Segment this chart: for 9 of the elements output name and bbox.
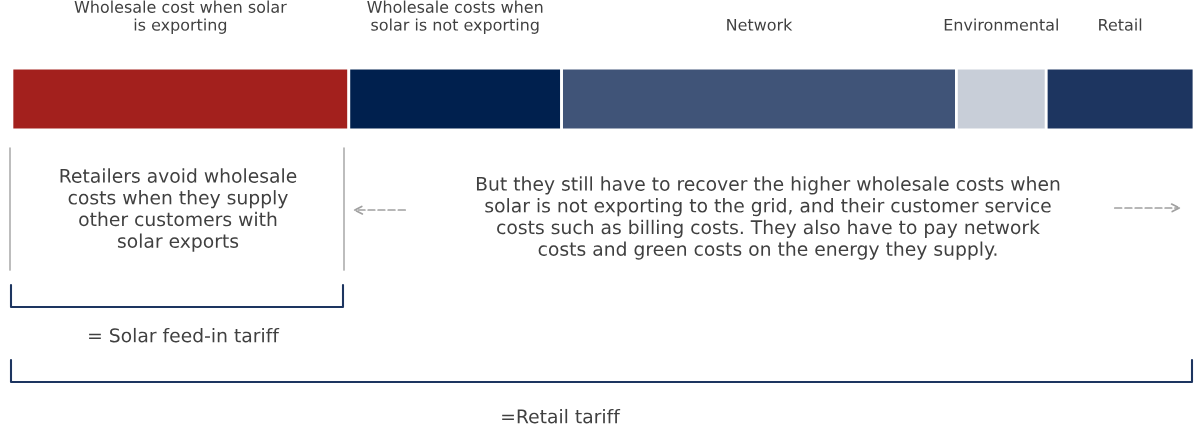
text: =Retail tariff — [502, 408, 621, 424]
text: = Solar feed-in tariff — [89, 327, 280, 343]
text: Wholesale costs when solar is not exporting — [367, 0, 543, 34]
text: Environmental — [944, 18, 1058, 31]
text: Wholesale cost when solar is exporting — [74, 0, 287, 34]
text: But they still have to recover the higher wholesale costs when solar is not exporting to the grid, and their customer service costs such as billing costs. They also have to pay network costs and green costs on the energy they supply. — [476, 176, 1060, 260]
text: Retail — [1099, 18, 1142, 31]
text: Network — [727, 18, 793, 31]
text: Retailers avoid wholesale costs when they supply other customers with solar exports — [60, 168, 297, 252]
